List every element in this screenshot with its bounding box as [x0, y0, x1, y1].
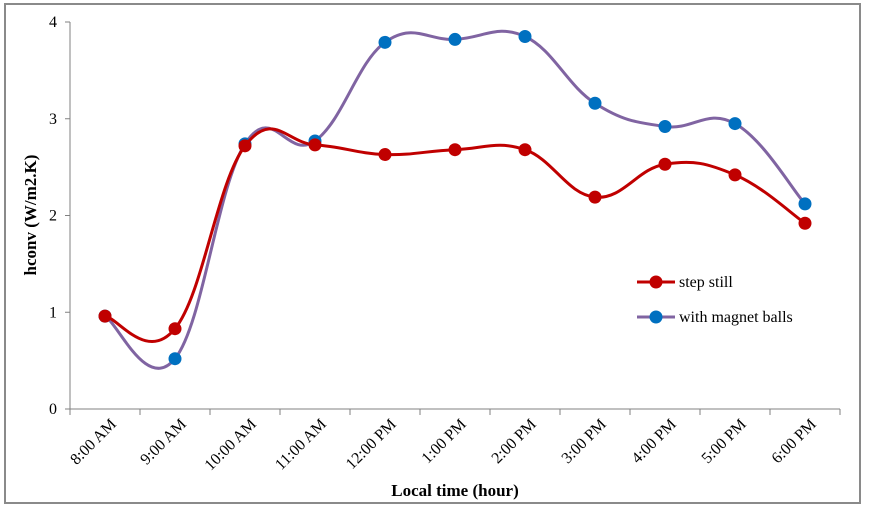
legend-label-step-still: step still [679, 274, 733, 291]
data-point-with-magnet-balls [518, 30, 532, 44]
data-point-step-still [168, 322, 182, 336]
x-tick-label: 2:00 PM [489, 416, 540, 467]
x-axis-title: Local time (hour) [391, 481, 518, 500]
y-tick-label: 2 [49, 208, 57, 225]
data-point-with-magnet-balls [378, 35, 392, 49]
x-tick-label: 3:00 PM [559, 416, 610, 467]
data-point-step-still [798, 216, 812, 230]
data-point-with-magnet-balls [658, 119, 672, 133]
data-point-with-magnet-balls [728, 117, 742, 131]
chart-frame [4, 3, 861, 504]
y-tick-label: 3 [49, 111, 57, 128]
data-point-with-magnet-balls [168, 352, 182, 366]
legend-label-with-magnet-balls: with magnet balls [679, 309, 793, 326]
data-point-step-still [98, 309, 112, 323]
x-tick-label: 12:00 PM [343, 416, 400, 473]
data-point-step-still [448, 143, 462, 157]
data-point-step-still [378, 148, 392, 162]
series-layer [98, 29, 812, 370]
x-tick-label: 10:00 AM [202, 416, 260, 474]
data-point-step-still [308, 138, 322, 152]
data-point-step-still [588, 190, 602, 204]
y-tick-label: 0 [49, 401, 57, 418]
legend: step still with magnet balls [637, 274, 793, 326]
data-point-with-magnet-balls [588, 96, 602, 110]
legend-marker-with-magnet-balls [649, 310, 663, 324]
data-point-step-still [658, 157, 672, 171]
x-tick-label: 11:00 AM [272, 416, 330, 474]
y-tick-label: 4 [49, 14, 57, 31]
x-tick-label: 6:00 PM [769, 416, 820, 467]
x-tick-label: 4:00 PM [629, 416, 680, 467]
data-point-step-still [518, 143, 532, 157]
data-point-with-magnet-balls [798, 197, 812, 211]
x-tick-label: 5:00 PM [699, 416, 750, 467]
x-tick-label: 9:00 AM [137, 416, 190, 469]
data-point-step-still [238, 139, 252, 153]
x-tick-label: 1:00 PM [419, 416, 470, 467]
series-line-with-magnet-balls [104, 29, 807, 370]
data-point-with-magnet-balls [448, 32, 462, 46]
x-tick-label: 8:00 AM [67, 416, 120, 469]
series-line-step-still [104, 127, 806, 344]
y-axis-title: hconv (W/m2.K) [21, 155, 40, 276]
legend-marker-step-still [649, 275, 663, 289]
data-point-step-still [728, 168, 742, 182]
y-tick-label: 1 [49, 304, 57, 321]
axes: 0 1 2 3 4 8:00 AM 9:00 AM 10:00 AM 11:00 AM 12:00… [49, 14, 841, 474]
